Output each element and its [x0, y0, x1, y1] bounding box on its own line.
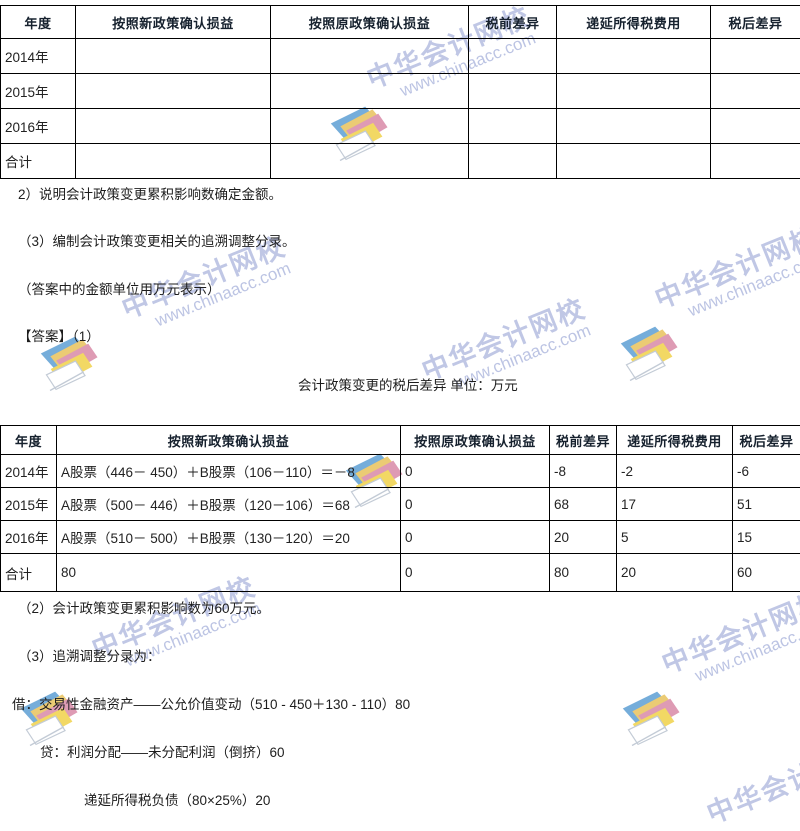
journal-entry-credit-2: 递延所得税负债（80×25%）20: [84, 792, 270, 810]
watermark-upper-right: 中华会计网校 www.chinaacc.com: [648, 215, 800, 331]
cell-pretax-diff: [469, 39, 557, 74]
table-row: 2014年: [1, 39, 800, 74]
cell-new-policy: [76, 74, 271, 109]
cell-deferred-tax: [557, 109, 711, 144]
journal-entry-debit: 借：交易性金融资产——公允价值变动（510 - 450＋130 - 110）80: [12, 696, 410, 714]
cell-aftertax-diff: -6: [733, 455, 800, 488]
cell-deferred-tax: 5: [617, 521, 733, 554]
watermark-url-text: www.chinaacc.com: [685, 247, 800, 321]
cell-new-policy: [76, 144, 271, 179]
cell-new-policy: [76, 109, 271, 144]
journal-entry-credit-1: 贷：利润分配——未分配利润（倒挤）60: [40, 744, 285, 762]
col-header-year: 年度: [1, 6, 76, 39]
cell-deferred-tax: [557, 144, 711, 179]
table-row-total: 合计: [1, 144, 800, 179]
cell-year: 2014年: [1, 455, 57, 488]
table-row: 2014年 A股票（446－ 450）＋B股票（106－110）＝－8 0 -8…: [1, 455, 800, 488]
col-header-deferred-tax: 递延所得税费用: [617, 426, 733, 455]
table-header-row: 年度 按照新政策确认损益 按照原政策确认损益 税前差异 递延所得税费用 税后差异: [1, 6, 800, 39]
cell-aftertax-diff: [711, 39, 800, 74]
cell-year: 2016年: [1, 109, 76, 144]
col-header-new-policy: 按照新政策确认损益: [76, 6, 271, 39]
cell-year: 2015年: [1, 74, 76, 109]
table-header-row: 年度 按照新政策确认损益 按照原政策确认损益 税前差异 递延所得税费用 税后差异: [1, 426, 800, 455]
col-header-old-policy: 按照原政策确认损益: [401, 426, 550, 455]
watermark-lower-right: 中华会计网校 www.chinaacc.com: [655, 580, 800, 696]
cell-old-policy: 0: [401, 455, 550, 488]
blank-worksheet-table: 年度 按照新政策确认损益 按照原政策确认损益 税前差异 递延所得税费用 税后差异…: [0, 5, 800, 179]
cell-year: 2015年: [1, 488, 57, 521]
cell-aftertax-diff: [711, 144, 800, 179]
cell-old-policy: [271, 74, 469, 109]
answer-unit-note: （答案中的金额单位用万元表示）: [18, 281, 221, 299]
watermark-logo-icon: [620, 325, 686, 381]
cell-pretax-diff: 20: [550, 521, 617, 554]
watermark-bottom-right: 中华会计网校: [700, 730, 800, 831]
cell-new-policy: A股票（500－ 446）＋B股票（120－106）＝68: [57, 488, 401, 521]
watermark-brand-text: 中华会计网校: [648, 215, 800, 316]
answer-heading: 【答案】（1）: [18, 328, 100, 346]
cell-year: 2016年: [1, 521, 57, 554]
col-header-aftertax-diff: 税后差异: [733, 426, 800, 455]
watermark-brand-text: 中华会计网校: [700, 730, 800, 831]
cell-old-policy: [271, 39, 469, 74]
question-3-text: （3）编制会计政策变更相关的追溯调整分录。: [18, 233, 296, 251]
cell-old-policy: 0: [401, 488, 550, 521]
cell-deferred-tax: 17: [617, 488, 733, 521]
table-row: 2016年 A股票（510－ 500）＋B股票（130－120）＝20 0 20…: [1, 521, 800, 554]
cell-old-policy: [271, 144, 469, 179]
col-header-pretax-diff: 税前差异: [469, 6, 557, 39]
cell-pretax-diff: 80: [550, 554, 617, 592]
cell-old-policy: 0: [401, 554, 550, 592]
answer-table-caption: 会计政策变更的税后差异 单位：万元: [298, 374, 518, 394]
cell-year: 合计: [1, 144, 76, 179]
cell-pretax-diff: [469, 74, 557, 109]
cell-pretax-diff: -8: [550, 455, 617, 488]
table-row: 2015年: [1, 74, 800, 109]
cell-aftertax-diff: 60: [733, 554, 800, 592]
cell-new-policy: [76, 39, 271, 74]
col-header-deferred-tax: 递延所得税费用: [557, 6, 711, 39]
col-header-pretax-diff: 税前差异: [550, 426, 617, 455]
col-header-year: 年度: [1, 426, 57, 455]
cell-aftertax-diff: [711, 74, 800, 109]
col-header-new-policy: 按照新政策确认损益: [57, 426, 401, 455]
cell-pretax-diff: [469, 109, 557, 144]
cell-deferred-tax: [557, 39, 711, 74]
watermark-url-text: www.chinaacc.com: [692, 612, 800, 686]
cell-new-policy: A股票（446－ 450）＋B股票（106－110）＝－8: [57, 455, 401, 488]
table-row-total: 合计 80 0 80 20 60: [1, 554, 800, 592]
question-2-text: 2）说明会计政策变更累积影响数确定金额。: [18, 186, 282, 204]
answer-3-heading: （3）追溯调整分录为：: [18, 648, 161, 666]
answer-table: 年度 按照新政策确认损益 按照原政策确认损益 税前差异 递延所得税费用 税后差异…: [0, 425, 800, 592]
col-header-old-policy: 按照原政策确认损益: [271, 6, 469, 39]
table-row: 2015年 A股票（500－ 446）＋B股票（120－106）＝68 0 68…: [1, 488, 800, 521]
table-row: 2016年: [1, 109, 800, 144]
cell-aftertax-diff: 15: [733, 521, 800, 554]
cell-new-policy: 80: [57, 554, 401, 592]
cell-pretax-diff: [469, 144, 557, 179]
document-page: 中华会计网校 www.chinaacc.com 中华会计网校 www.china…: [0, 0, 800, 812]
cell-old-policy: [271, 109, 469, 144]
watermark-brand-text: 中华会计网校: [415, 287, 591, 388]
cell-deferred-tax: -2: [617, 455, 733, 488]
cell-aftertax-diff: [711, 109, 800, 144]
col-header-aftertax-diff: 税后差异: [711, 6, 800, 39]
watermark-logo-icon: [622, 690, 688, 746]
answer-2-text: （2）会计政策变更累积影响数为60万元。: [18, 600, 270, 618]
cell-new-policy: A股票（510－ 500）＋B股票（130－120）＝20: [57, 521, 401, 554]
cell-deferred-tax: 20: [617, 554, 733, 592]
cell-aftertax-diff: 51: [733, 488, 800, 521]
cell-year: 2014年: [1, 39, 76, 74]
cell-deferred-tax: [557, 74, 711, 109]
cell-year: 合计: [1, 554, 57, 592]
watermark-brand-text: 中华会计网校: [655, 580, 800, 681]
cell-old-policy: 0: [401, 521, 550, 554]
cell-pretax-diff: 68: [550, 488, 617, 521]
